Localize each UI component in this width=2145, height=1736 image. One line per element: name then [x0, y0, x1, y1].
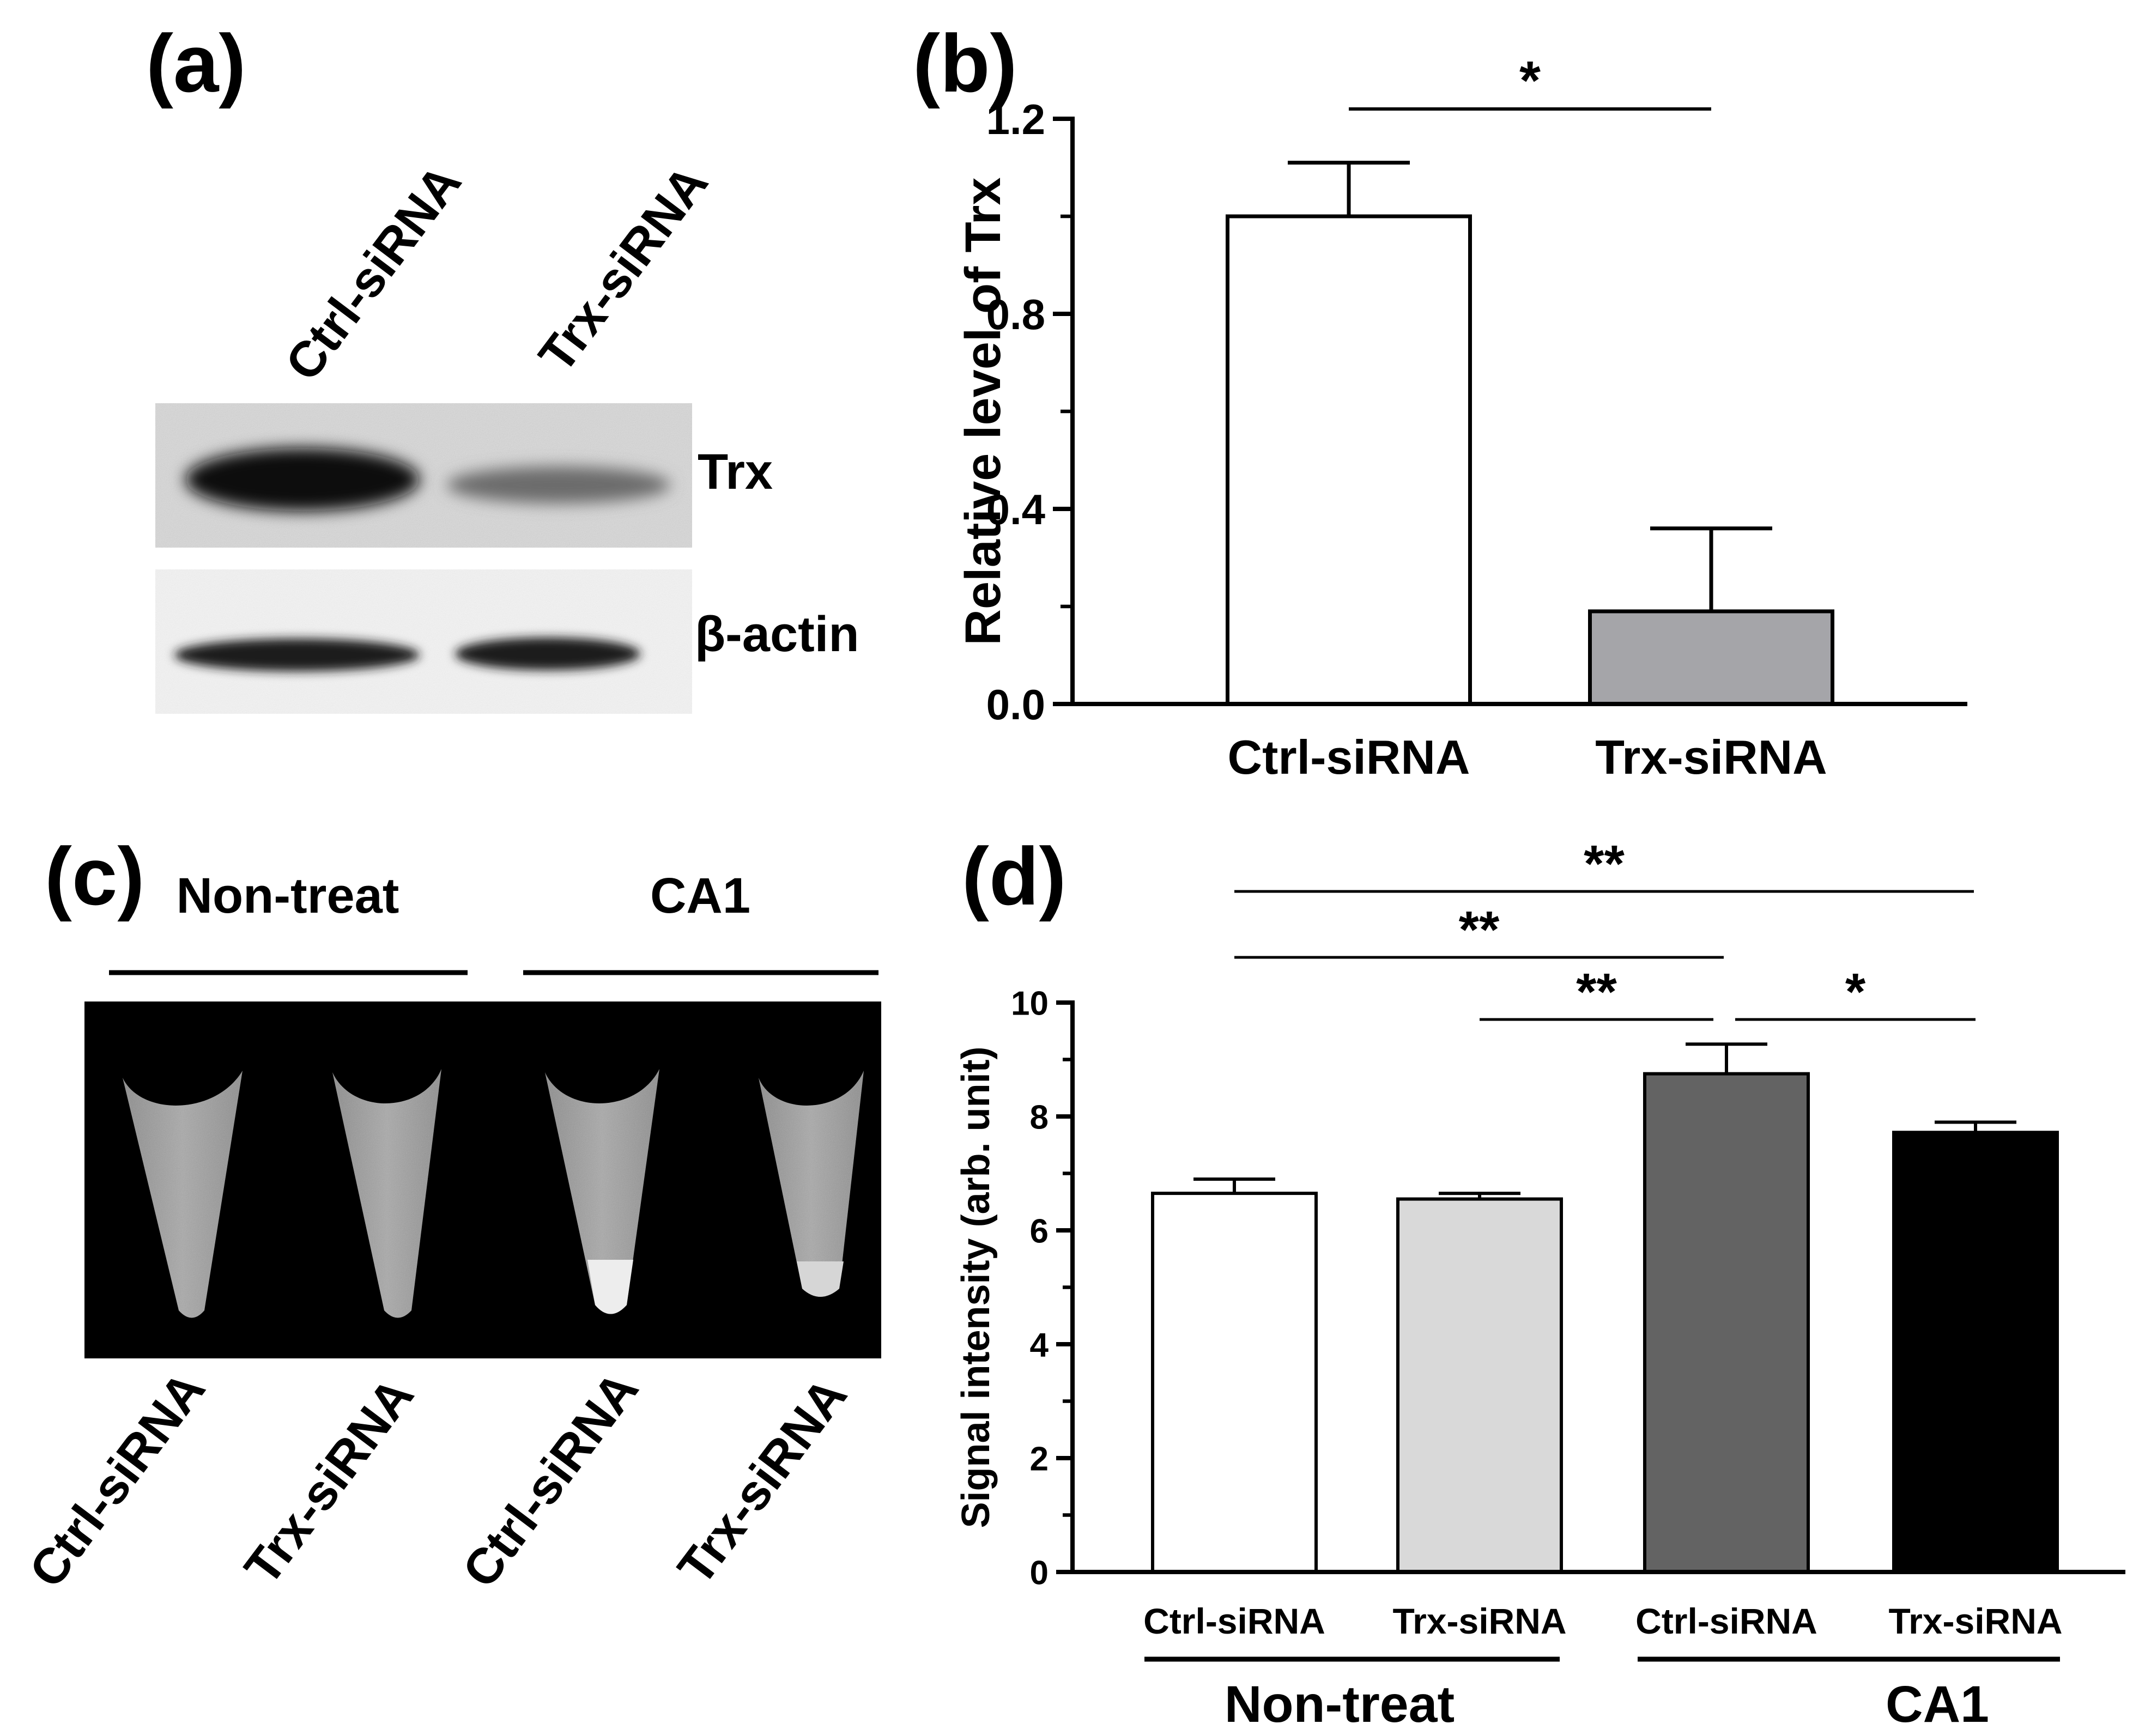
- undefined-bar-1: [1396, 1197, 1563, 1574]
- panel-c-label: (c): [45, 830, 144, 922]
- undefined-significance-label-0: *: [1519, 50, 1541, 111]
- actin-band-trx: [455, 638, 640, 670]
- trx-band-ctrl: [185, 448, 420, 511]
- undefined-x-tick-label-3: Trx-siRNA: [1888, 1601, 2062, 1641]
- group-label-ca1-c: CA1: [650, 868, 750, 924]
- undefined-significance-label-3: *: [1845, 963, 1866, 1021]
- band-label-trx: Trx: [698, 444, 773, 500]
- undefined-y-tick-label-3: 1.2: [986, 95, 1045, 143]
- tube-label-1: Ctrl-siRNA: [19, 1362, 216, 1598]
- undefined-significance-label-2: **: [1576, 963, 1617, 1021]
- trx-band-trx: [447, 466, 670, 503]
- group-label-ca1-d: CA1: [1886, 1676, 1989, 1733]
- undefined-bar-2: [1643, 1072, 1810, 1574]
- group-label-non-treat-d: Non-treat: [1225, 1676, 1455, 1733]
- undefined-y-tick-label-2: 0.8: [986, 290, 1045, 338]
- undefined-bar-3: [1892, 1131, 2059, 1574]
- undefined-y-tick-label-0: 0: [1030, 1554, 1049, 1592]
- mri-image: [84, 1001, 881, 1358]
- chart-d: 0 2 4 6 8 10 Ctrl-siRNA Trx-siRNA Ctrl-siRNA Trx-…: [954, 835, 2125, 1641]
- tube-2: [332, 1069, 441, 1318]
- undefined-significance-label-1: **: [1459, 901, 1500, 959]
- undefined-bar-0: [1226, 214, 1472, 706]
- band-label-beta-actin: β-actin: [695, 606, 859, 662]
- panel-b-label: (b): [913, 17, 1017, 109]
- tube-4: [759, 1071, 864, 1297]
- western-blot-beta-actin: [155, 569, 692, 714]
- undefined-y-tick-label-1: 2: [1030, 1440, 1049, 1478]
- undefined-y-label: Relative level of Trx: [955, 177, 1011, 645]
- tube-label-3: Ctrl-siRNA: [452, 1362, 649, 1598]
- western-blot-trx: [155, 403, 692, 548]
- undefined-x-tick-label-0: Ctrl-siRNA: [1228, 730, 1470, 784]
- chart-b: 0.0 0.4 0.8 1.2 Ctrl-siRNA Trx-siRNA Relative …: [955, 50, 1967, 784]
- panel-a-label: (a): [146, 17, 246, 109]
- undefined-y-label: Signal intensity (arb. unit): [954, 1046, 998, 1528]
- undefined-x-tick-label-1: Trx-siRNA: [1392, 1601, 1566, 1641]
- lane-label-ctrl-sirna: Ctrl-siRNA: [275, 155, 472, 391]
- lane-label-trx-sirna: Trx-siRNA: [529, 155, 719, 383]
- undefined-x-tick-label-1: Trx-siRNA: [1595, 730, 1827, 784]
- undefined-y-tick-label-4: 8: [1030, 1098, 1049, 1136]
- undefined-significance-label-0: **: [1584, 835, 1625, 893]
- undefined-y-tick-label-1: 0.4: [986, 485, 1045, 533]
- tube-1: [123, 1071, 243, 1318]
- undefined-y-tick-label-0: 0.0: [986, 681, 1045, 729]
- tube-label-2: Trx-siRNA: [234, 1368, 425, 1595]
- panel-d-label: (d): [962, 830, 1067, 922]
- tube-3: [545, 1069, 659, 1314]
- undefined-x-tick-label-0: Ctrl-siRNA: [1143, 1601, 1325, 1641]
- undefined-y-tick-label-3: 6: [1030, 1212, 1049, 1250]
- undefined-x-tick-label-2: Ctrl-siRNA: [1635, 1601, 1817, 1641]
- undefined-y-tick-label-5: 10: [1011, 985, 1049, 1022]
- undefined-y-tick-label-2: 4: [1030, 1326, 1049, 1364]
- undefined-bar-1: [1588, 609, 1834, 706]
- actin-band-ctrl: [174, 639, 420, 671]
- tube-label-4: Trx-siRNA: [668, 1368, 858, 1595]
- undefined-bar-0: [1151, 1192, 1318, 1574]
- group-label-non-treat-c: Non-treat: [177, 868, 399, 924]
